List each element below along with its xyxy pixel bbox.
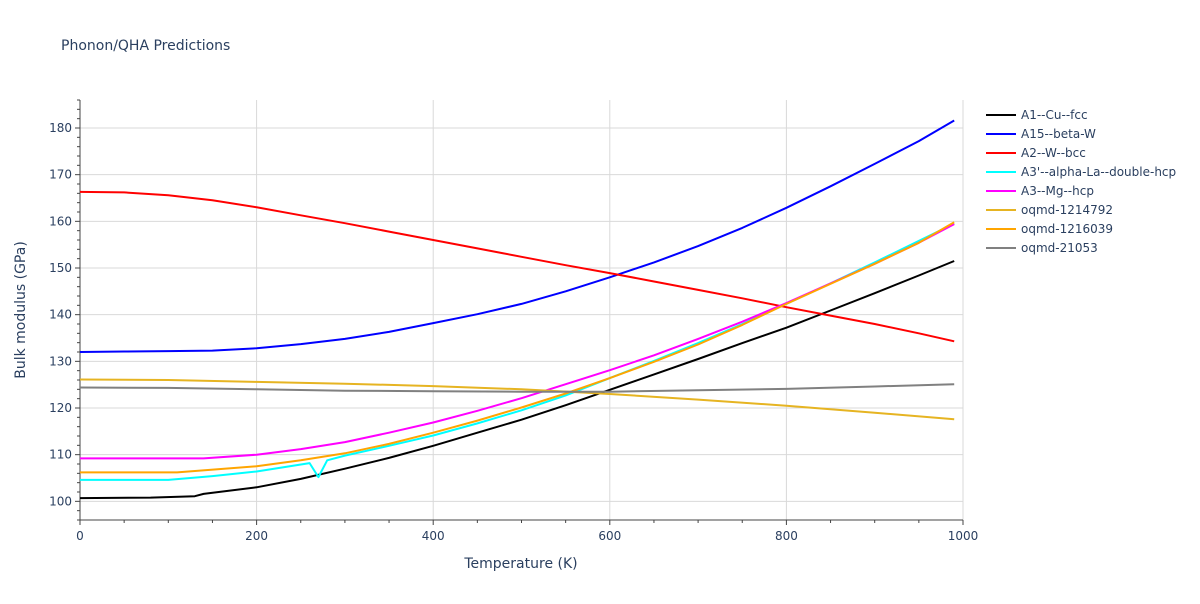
y-tick-label: 150 xyxy=(49,261,72,275)
y-tick-label: 140 xyxy=(49,308,72,322)
legend-item[interactable]: A2--W--bcc xyxy=(986,146,1086,160)
series-line-5[interactable] xyxy=(79,378,955,421)
y-tick-label: 180 xyxy=(49,121,72,135)
legend-item[interactable]: A3'--alpha-La--double-hcp xyxy=(986,165,1176,179)
x-tick-label: 400 xyxy=(422,529,445,543)
y-tick-label: 160 xyxy=(49,214,72,228)
x-tick-label: 800 xyxy=(775,529,798,543)
legend-label: A2--W--bcc xyxy=(1021,146,1086,160)
y-axis-title: Bulk modulus (GPa) xyxy=(13,241,29,379)
series-line-7[interactable] xyxy=(79,383,955,393)
legend-label: A1--Cu--fcc xyxy=(1021,108,1088,122)
x-tick-label: 200 xyxy=(245,529,268,543)
x-axis-title: Temperature (K) xyxy=(463,556,577,572)
y-tick-label: 100 xyxy=(49,494,72,508)
y-tick-label: 170 xyxy=(49,168,72,182)
legend-label: A3--Mg--hcp xyxy=(1021,184,1094,198)
series-line-4[interactable] xyxy=(80,223,955,460)
y-tick-label: 110 xyxy=(49,448,72,462)
legend-item[interactable]: A1--Cu--fcc xyxy=(986,108,1088,122)
series-line-3[interactable] xyxy=(80,222,955,481)
legend-item[interactable]: oqmd-21053 xyxy=(986,241,1098,255)
legend-item[interactable]: oqmd-1216039 xyxy=(986,222,1113,236)
legend[interactable]: A1--Cu--fcc A15--beta-W A2--W--bcc A3'--alp… xyxy=(986,108,1176,255)
legend-label: A15--beta-W xyxy=(1021,127,1096,141)
legend-label: oqmd-1216039 xyxy=(1021,222,1113,236)
y-tick-label: 120 xyxy=(49,401,72,415)
grid-layer xyxy=(80,100,964,520)
y-tick-label: 130 xyxy=(49,354,72,368)
series-line-0[interactable] xyxy=(79,260,955,500)
legend-item[interactable]: A15--beta-W xyxy=(986,127,1096,141)
axes-layer: 0 200 400 600 800 1000 100 110 120 130 140 150 160 17… xyxy=(49,99,979,543)
legend-item[interactable]: A3--Mg--hcp xyxy=(986,184,1094,198)
x-tick-label: 0 xyxy=(76,529,84,543)
x-tick-label: 600 xyxy=(598,529,621,543)
series-line-6[interactable] xyxy=(80,221,955,474)
legend-label: oqmd-21053 xyxy=(1021,241,1098,255)
legend-label: A3'--alpha-La--double-hcp xyxy=(1021,165,1176,179)
series-layer xyxy=(79,119,955,500)
legend-label: oqmd-1214792 xyxy=(1021,203,1113,217)
chart-title: Phonon/QHA Predictions xyxy=(61,38,230,54)
legend-item[interactable]: oqmd-1214792 xyxy=(986,203,1113,217)
series-line-1[interactable] xyxy=(79,119,955,353)
series-line-2[interactable] xyxy=(79,190,955,343)
x-tick-label: 1000 xyxy=(948,529,979,543)
